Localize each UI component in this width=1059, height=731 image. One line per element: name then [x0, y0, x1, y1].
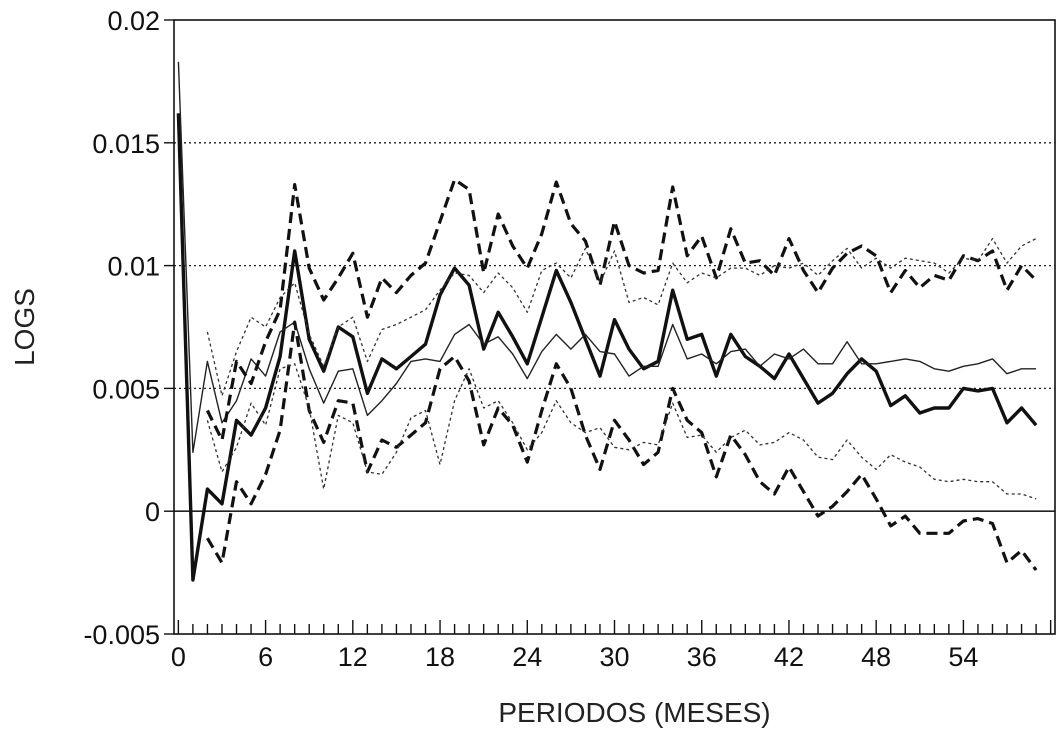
y-axis-title: LOGS: [9, 288, 40, 366]
x-tick-label: 12: [338, 642, 368, 672]
y-tick-label: 0.01: [107, 252, 160, 282]
x-tick-label: 18: [425, 642, 455, 672]
x-tick-label: 36: [687, 642, 717, 672]
y-tick-labels: -0.005 0 0.005 0.01 0.015 0.02: [83, 6, 160, 650]
x-tick-label: 48: [861, 642, 891, 672]
series-group: [176, 61, 1038, 582]
series-line-6: [206, 363, 1037, 500]
y-tick-label: 0.005: [92, 374, 160, 404]
y-tick-label: 0: [145, 497, 160, 527]
y-tick-label: 0.02: [107, 6, 160, 36]
y-tick-marks: [164, 19, 174, 635]
y-tick-label: -0.005: [83, 620, 160, 650]
series-line-1: [176, 113, 1038, 582]
x-tick-marks: [177, 620, 1052, 634]
series-line-2: [177, 61, 1037, 453]
x-tick-label: 30: [599, 642, 629, 672]
x-tick-label: 42: [774, 642, 804, 672]
x-tick-label: 24: [512, 642, 542, 672]
x-tick-label: 0: [171, 642, 186, 672]
x-axis-title: PERIODOS (MESES): [498, 697, 770, 728]
series-line-5: [206, 237, 1037, 397]
axes: 0 6 12 18 24 30 36 42 48 54 -0.005 0 0.005 0.01 0.015…: [83, 6, 1056, 672]
series-line-3: [205, 178, 1038, 442]
series-line-4: [206, 320, 1038, 572]
x-tick-label: 54: [948, 642, 978, 672]
gridlines: [174, 142, 1055, 513]
y-tick-label: 0.015: [92, 129, 160, 159]
x-tick-labels: 0 6 12 18 24 30 36 42 48 54: [171, 642, 979, 672]
x-tick-label: 6: [258, 642, 273, 672]
